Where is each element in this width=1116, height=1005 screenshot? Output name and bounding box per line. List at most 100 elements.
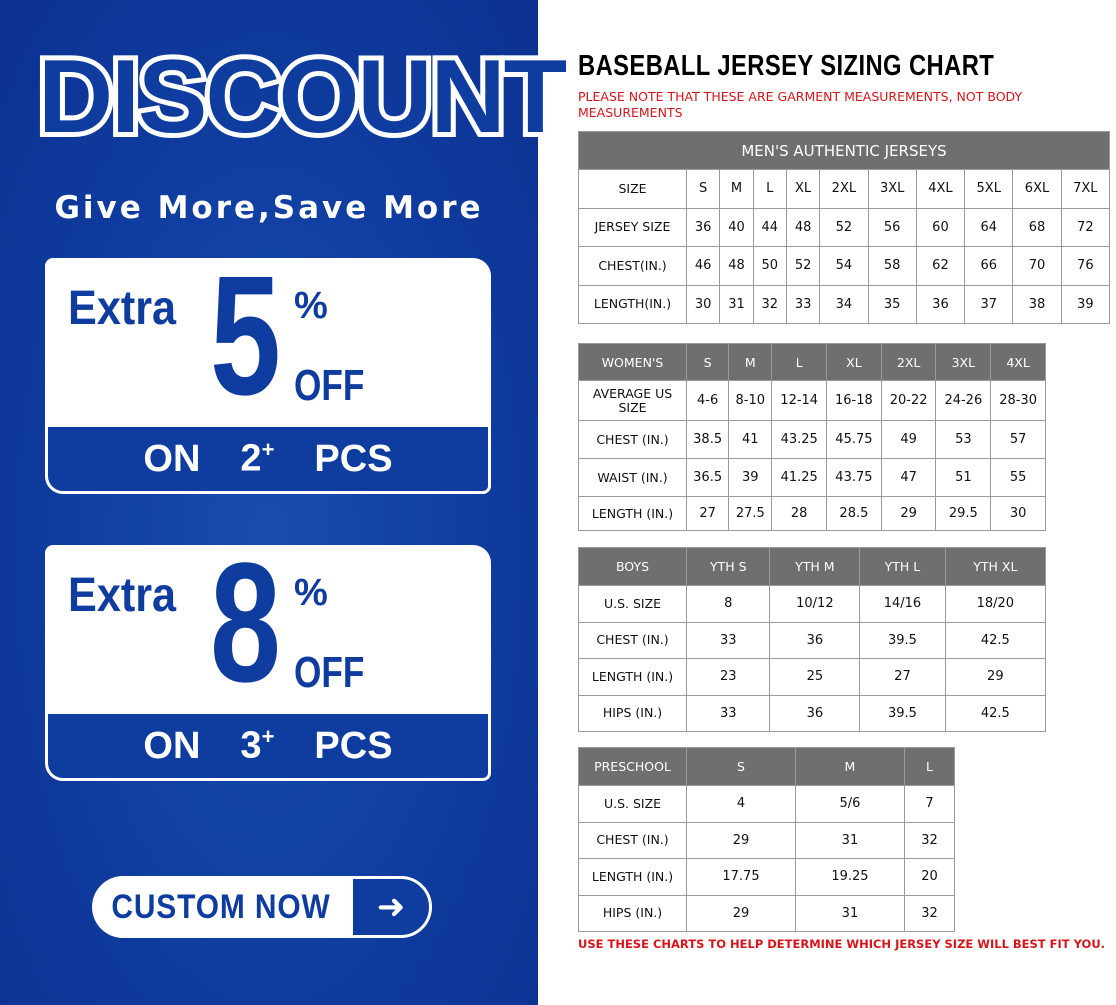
- table-cell: 6XL: [1012, 169, 1062, 209]
- row-label: SIZE: [578, 169, 687, 209]
- qty-plus: +: [261, 724, 275, 750]
- table-cell: 20-22: [880, 380, 937, 421]
- table-cell: 50: [752, 246, 787, 286]
- table-row: LENGTH(IN.) 30 31 32 33 34 35 36 37 38 39: [578, 284, 1111, 324]
- measurement-note: PLEASE NOTE THAT THESE ARE GARMENT MEASU…: [578, 89, 1023, 120]
- table-cell: 42.5: [944, 621, 1047, 659]
- row-label: LENGTH (IN.): [578, 658, 687, 696]
- custom-now-button[interactable]: CUSTOM NOW ➜: [92, 876, 432, 938]
- table-cell: 36: [685, 207, 721, 247]
- discount-headline: DISCOUNT: [33, 34, 572, 160]
- column-header: M: [728, 343, 773, 381]
- percent-sign: %: [294, 285, 328, 327]
- column-header: PRESCHOOL: [578, 747, 687, 786]
- table-cell: 48: [785, 207, 821, 247]
- qty-value: 2: [240, 437, 262, 480]
- column-header: 4XL: [990, 343, 1046, 381]
- column-header: L: [771, 343, 828, 381]
- table-cell: 14/16: [859, 585, 946, 623]
- offer-card-2: Extra 8 % OFF ON 3+ PCS: [45, 545, 491, 781]
- table-row: JERSEY SIZE 36 40 44 48 52 56 60 64 68 72: [578, 207, 1111, 247]
- table-cell: 72: [1060, 207, 1111, 247]
- row-label: CHEST(IN.): [578, 246, 687, 286]
- table-cell: 76: [1060, 246, 1111, 286]
- table-cell: 28.5: [826, 496, 882, 531]
- footer-note: USE THESE CHARTS TO HELP DETERMINE WHICH…: [578, 937, 1106, 951]
- row-label: WAIST (IN.): [578, 458, 687, 497]
- table-cell: 41: [728, 420, 773, 459]
- table-cell: 58: [867, 246, 917, 286]
- column-header: YTH L: [859, 547, 946, 586]
- offer-on: ON: [143, 724, 201, 767]
- table-cell: 42.5: [944, 694, 1047, 732]
- table-row: U.S. SIZE 4 5/6 7: [578, 785, 956, 823]
- offer-prefix: Extra: [68, 282, 177, 335]
- column-header: L: [903, 747, 956, 786]
- table-cell: 52: [819, 207, 869, 247]
- table-row: HIPS (IN.) 33 36 39.5 42.5: [578, 694, 1047, 732]
- table-cell: 29: [880, 496, 937, 531]
- table-cell: 32: [903, 894, 956, 932]
- table-cell: 4: [686, 785, 796, 823]
- column-header: XL: [826, 343, 882, 381]
- table-cell: 64: [964, 207, 1014, 247]
- column-header: 3XL: [935, 343, 992, 381]
- table-cell: 25: [769, 658, 861, 696]
- table-row: SIZE S M L XL 2XL 3XL 4XL 5XL 6XL 7XL: [578, 169, 1111, 209]
- table-cell: 28-30: [990, 380, 1046, 421]
- offer-pcs: PCS: [314, 724, 393, 767]
- table-cell: 48: [719, 246, 754, 286]
- row-label: AVERAGE US SIZE: [578, 380, 687, 421]
- column-header: YTH S: [685, 547, 771, 586]
- table-row: WAIST (IN.) 36.5 39 41.25 43.75 47 51 55: [578, 458, 1046, 497]
- qty-plus: +: [261, 437, 275, 463]
- column-header: 2XL: [880, 343, 937, 381]
- table-row: LENGTH (IN.) 27 27.5 28 28.5 29 29.5 30: [578, 496, 1046, 531]
- row-label: LENGTH (IN.): [578, 858, 687, 896]
- table-cell: 56: [867, 207, 917, 247]
- row-label: CHEST (IN.): [578, 821, 687, 859]
- table-cell: 38: [1012, 284, 1062, 324]
- mens-size-table: MEN'S AUTHENTIC JERSEYS SIZE S M L XL 2XL 3XL 4X…: [578, 131, 1111, 324]
- table-cell: 16-18: [826, 380, 882, 421]
- table-cell: 51: [935, 458, 992, 497]
- qty-value: 3: [240, 724, 262, 767]
- row-label: U.S. SIZE: [578, 785, 687, 823]
- column-header: YTH M: [769, 547, 861, 586]
- row-label: LENGTH(IN.): [578, 284, 687, 324]
- table-cell: 57: [990, 420, 1046, 459]
- table-cell: 38.5: [685, 420, 730, 459]
- row-label: HIPS (IN.): [578, 694, 687, 732]
- table-header-row: BOYS YTH S YTH M YTH L YTH XL: [578, 547, 1047, 586]
- table-cell: 53: [935, 420, 992, 459]
- promo-panel: DISCOUNT Give More,Save More Extra 5 % O…: [0, 0, 572, 1005]
- column-header: BOYS: [578, 547, 687, 586]
- column-header: WOMEN'S: [578, 343, 687, 381]
- row-label: U.S. SIZE: [578, 585, 687, 623]
- row-label: LENGTH (IN.): [578, 496, 687, 531]
- offer-card-1: Extra 5 % OFF ON 2+ PCS: [45, 258, 491, 494]
- table-cell: 4XL: [915, 169, 966, 209]
- offer-prefix: Extra: [68, 569, 177, 622]
- row-label: HIPS (IN.): [578, 894, 687, 932]
- table-cell: 27: [685, 496, 730, 531]
- table-cell: 10/12: [769, 585, 861, 623]
- table-cell: 46: [685, 246, 721, 286]
- offer-pcs: PCS: [314, 437, 393, 480]
- table-cell: 54: [819, 246, 869, 286]
- table-cell: 29: [944, 658, 1047, 696]
- table-caption-row: MEN'S AUTHENTIC JERSEYS: [578, 131, 1110, 170]
- column-header: YTH XL: [944, 547, 1047, 586]
- column-header: S: [686, 747, 796, 786]
- table-cell: 32: [903, 821, 956, 859]
- column-header: M: [794, 747, 905, 786]
- table-cell: 43.75: [826, 458, 882, 497]
- table-cell: S: [685, 169, 721, 209]
- table-cell: 12-14: [771, 380, 828, 421]
- row-label: CHEST (IN.): [578, 621, 687, 659]
- table-cell: 7XL: [1060, 169, 1111, 209]
- table-cell: 60: [915, 207, 966, 247]
- table-cell: 44: [752, 207, 787, 247]
- table-cell: 41.25: [771, 458, 828, 497]
- arrow-right-icon: ➜: [350, 876, 432, 938]
